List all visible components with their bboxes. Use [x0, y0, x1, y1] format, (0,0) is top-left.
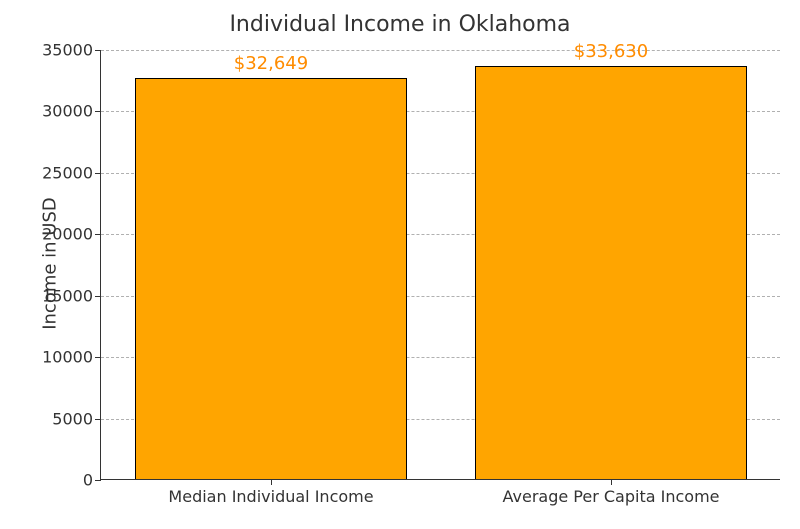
- bar-value-label: $32,649: [234, 53, 308, 74]
- y-tick-label: 0: [83, 471, 101, 490]
- y-tick-label: 35000: [42, 41, 101, 60]
- x-tick-label: Average Per Capita Income: [503, 479, 720, 506]
- y-tick-label: 10000: [42, 348, 101, 367]
- bar-value-label: $33,630: [574, 41, 648, 62]
- y-tick-label: 5000: [52, 409, 101, 428]
- y-tick-label: 20000: [42, 225, 101, 244]
- chart-title: Individual Income in Oklahoma: [0, 12, 800, 37]
- plot-area: 05000100001500020000250003000035000$32,6…: [100, 50, 780, 480]
- bar: [135, 78, 407, 479]
- x-tick-label: Median Individual Income: [168, 479, 373, 506]
- bar: [475, 66, 747, 479]
- y-axis-label: Income in USD: [40, 184, 61, 344]
- gridline: [101, 50, 780, 51]
- income-bar-chart: Individual Income in Oklahoma Income in …: [0, 0, 800, 529]
- y-tick-label: 30000: [42, 102, 101, 121]
- y-tick-label: 15000: [42, 286, 101, 305]
- y-tick-label: 25000: [42, 163, 101, 182]
